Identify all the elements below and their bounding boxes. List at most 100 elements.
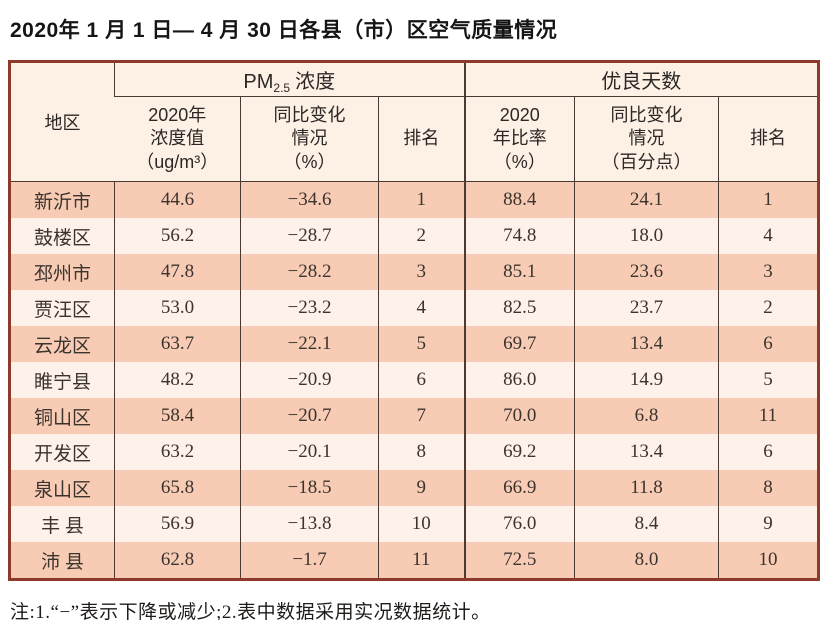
good-rate-cell: 82.5 [463, 290, 575, 326]
table-row: 沛 县 62.8 −1.7 11 72.5 8.0 10 [9, 542, 819, 580]
pm25-change-cell: −22.1 [240, 326, 379, 362]
region-cell: 泉山区 [9, 470, 115, 506]
good-change-cell: 8.0 [574, 542, 719, 580]
table-body: 新沂市 44.6 −34.6 1 88.4 24.1 1 鼓楼区 56.2 −28.7 2 74.8 1… [9, 181, 819, 580]
good-rank-cell: 5 [718, 362, 819, 398]
pm25-label-suffix: 浓度 [295, 70, 336, 93]
good-change-cell: 14.9 [574, 362, 719, 398]
good-change-cell: 23.6 [574, 254, 719, 290]
good-change-cell: 13.4 [574, 326, 719, 362]
pm25-rank-cell: 10 [378, 506, 465, 542]
pm25-rank-cell: 11 [378, 542, 465, 580]
region-cell: 丰 县 [9, 506, 115, 542]
table-row: 新沂市 44.6 −34.6 1 88.4 24.1 1 [9, 181, 819, 218]
region-cell: 睢宁县 [9, 362, 115, 398]
pm25-change-cell: −18.5 [240, 470, 379, 506]
region-cell: 铜山区 [9, 398, 115, 434]
pm25-label-subscript: 2.5 [273, 80, 291, 95]
table-header: 地区 PM2.5 浓度 优良天数 2020年 浓度值 （ug/m³） 同比变化 情… [9, 61, 819, 182]
air-quality-table: 地区 PM2.5 浓度 优良天数 2020年 浓度值 （ug/m³） 同比变化 情… [8, 60, 820, 581]
pm25-change-cell: −20.1 [240, 434, 379, 470]
good-rank-cell: 4 [718, 218, 819, 254]
pm25-value-cell: 56.9 [114, 506, 241, 542]
pm25-change-column-header: 同比变化 情况 （%） [240, 96, 379, 182]
pm25-change-cell: −28.7 [240, 218, 379, 254]
good-rank-cell: 9 [718, 506, 819, 542]
pm25-change-cell: −20.7 [240, 398, 379, 434]
good-rate-cell: 86.0 [463, 362, 575, 398]
pm25-rank-cell: 2 [378, 218, 465, 254]
good-rank-cell: 3 [718, 254, 819, 290]
good-rank-cell: 6 [718, 326, 819, 362]
good-rate-cell: 66.9 [463, 470, 575, 506]
pm25-rank-cell: 6 [378, 362, 465, 398]
good-rate-cell: 69.7 [463, 326, 575, 362]
good-rank-cell: 8 [718, 470, 819, 506]
good-change-cell: 13.4 [574, 434, 719, 470]
good-change-cell: 24.1 [574, 181, 719, 218]
group-header-row: 地区 PM2.5 浓度 优良天数 [9, 61, 819, 182]
region-cell: 邳州市 [9, 254, 115, 290]
region-cell: 鼓楼区 [9, 218, 115, 254]
pm25-change-cell: −28.2 [240, 254, 379, 290]
good-rank-column-header: 排名 [718, 96, 819, 182]
pm25-value-cell: 62.8 [114, 542, 241, 580]
table-row: 云龙区 63.7 −22.1 5 69.7 13.4 6 [9, 326, 819, 362]
good-rate-cell: 72.5 [463, 542, 575, 580]
table-row: 开发区 63.2 −20.1 8 69.2 13.4 6 [9, 434, 819, 470]
pm25-change-cell: −23.2 [240, 290, 379, 326]
pm25-value-cell: 44.6 [114, 181, 241, 218]
table-row: 鼓楼区 56.2 −28.7 2 74.8 18.0 4 [9, 218, 819, 254]
region-cell: 沛 县 [9, 542, 115, 580]
good-rate-cell: 70.0 [463, 398, 575, 434]
region-cell: 开发区 [9, 434, 115, 470]
good-change-cell: 18.0 [574, 218, 719, 254]
good-rate-column-header: 2020 年比率 （%） [463, 96, 575, 182]
pm25-value-cell: 63.2 [114, 434, 241, 470]
good-rate-cell: 85.1 [463, 254, 575, 290]
table-row: 邳州市 47.8 −28.2 3 85.1 23.6 3 [9, 254, 819, 290]
pm25-value-column-header: 2020年 浓度值 （ug/m³） [114, 96, 241, 182]
good-rank-cell: 10 [718, 542, 819, 580]
table-row: 泉山区 65.8 −18.5 9 66.9 11.8 8 [9, 470, 819, 506]
good-days-group-header: 优良天数 [463, 61, 819, 97]
page-title: 2020年 1 月 1 日— 4 月 30 日各县（市）区空气质量情况 [10, 19, 558, 42]
pm25-change-cell: −1.7 [240, 542, 379, 580]
pm25-value-cell: 58.4 [114, 398, 241, 434]
region-cell: 贾汪区 [9, 290, 115, 326]
table-row: 睢宁县 48.2 −20.9 6 86.0 14.9 5 [9, 362, 819, 398]
pm25-group-header: PM2.5 浓度 [114, 61, 465, 97]
region-column-header: 地区 [9, 61, 115, 182]
pm25-rank-cell: 9 [378, 470, 465, 506]
region-cell: 云龙区 [9, 326, 115, 362]
good-change-cell: 8.4 [574, 506, 719, 542]
pm25-value-cell: 65.8 [114, 470, 241, 506]
table-row: 丰 县 56.9 −13.8 10 76.0 8.4 9 [9, 506, 819, 542]
good-rate-cell: 76.0 [463, 506, 575, 542]
good-rate-cell: 69.2 [463, 434, 575, 470]
good-change-cell: 6.8 [574, 398, 719, 434]
pm25-label-prefix: PM [243, 70, 274, 93]
sub-header-row: 2020年 浓度值 （ug/m³） 同比变化 情况 （%） 排名 2020 年比… [10, 96, 819, 182]
pm25-change-cell: −34.6 [240, 181, 379, 218]
pm25-rank-cell: 5 [378, 326, 465, 362]
good-rank-cell: 2 [718, 290, 819, 326]
pm25-value-cell: 53.0 [114, 290, 241, 326]
pm25-value-cell: 47.8 [114, 254, 241, 290]
footnote: 注:1.“−”表示下降或减少;2.表中数据采用实况数据统计。 [10, 602, 491, 620]
pm25-value-cell: 63.7 [114, 326, 241, 362]
good-rate-cell: 74.8 [463, 218, 575, 254]
pm25-rank-column-header: 排名 [378, 96, 465, 182]
pm25-rank-cell: 8 [378, 434, 465, 470]
good-change-cell: 23.7 [574, 290, 719, 326]
region-cell: 新沂市 [9, 181, 115, 218]
good-change-column-header: 同比变化 情况 （百分点） [574, 96, 719, 182]
good-change-cell: 11.8 [574, 470, 719, 506]
pm25-change-cell: −13.8 [240, 506, 379, 542]
pm25-rank-cell: 4 [378, 290, 465, 326]
pm25-change-cell: −20.9 [240, 362, 379, 398]
pm25-rank-cell: 7 [378, 398, 465, 434]
table-row: 铜山区 58.4 −20.7 7 70.0 6.8 11 [9, 398, 819, 434]
good-rank-cell: 11 [718, 398, 819, 434]
